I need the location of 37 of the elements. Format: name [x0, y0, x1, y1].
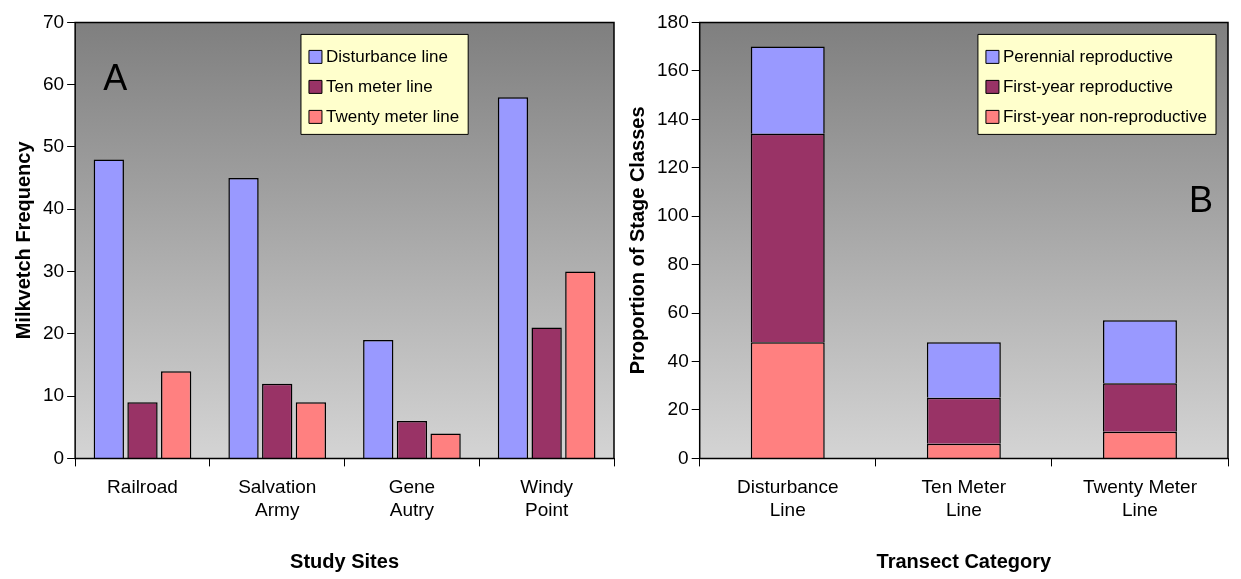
y-tick-label: 50 — [42, 135, 65, 157]
annotation: B — [1188, 179, 1213, 221]
annotation: A — [103, 57, 128, 99]
y-tick-label: 60 — [667, 301, 689, 323]
y-tick-label: 40 — [42, 197, 65, 219]
legend-label: First-year non-reproductive — [1002, 107, 1207, 127]
y-axis-title: Proportion of Stage Classes — [625, 106, 648, 375]
y-tick-label: 0 — [678, 446, 689, 468]
x-axis-title: Transect Category — [876, 549, 1052, 572]
y-tick-label: 20 — [42, 322, 65, 344]
legend-label: Ten meter line — [325, 77, 433, 97]
legend-label: Perennial reproductive — [1002, 47, 1174, 67]
x-tick-label: Disturbance Line — [737, 476, 839, 520]
legend-label: Twenty meter line — [325, 107, 460, 127]
y-tick-label: 20 — [667, 398, 689, 420]
x-tick-label: Salvation Army — [238, 476, 317, 520]
x-tick-label: Ten Meter Line — [921, 476, 1007, 520]
y-axis-title: Milkvetch Frequency — [11, 140, 34, 340]
y-tick-label: 10 — [42, 384, 65, 406]
legend-label: Disturbance line — [325, 47, 448, 67]
y-tick-label: 40 — [667, 349, 689, 371]
y-tick-label: 120 — [657, 155, 689, 177]
x-tick-label: Railroad — [107, 476, 178, 498]
y-tick-label: 60 — [42, 72, 65, 94]
y-tick-label: 70 — [42, 10, 65, 32]
y-tick-label: 180 — [657, 10, 689, 32]
y-tick-label: 140 — [657, 107, 689, 129]
y-tick-label: 0 — [53, 446, 65, 468]
y-tick-label: 80 — [667, 252, 689, 274]
x-tick-label: Gene Autry — [388, 476, 436, 520]
x-tick-label: Twenty Meter Line — [1082, 476, 1198, 520]
y-tick-label: 100 — [657, 204, 689, 226]
y-tick-label: 160 — [657, 59, 689, 81]
legend-label: First-year reproductive — [1002, 77, 1173, 97]
x-axis-title: Study Sites — [290, 549, 400, 572]
y-tick-label: 30 — [42, 259, 65, 281]
x-tick-label: Windy Point — [520, 476, 574, 520]
